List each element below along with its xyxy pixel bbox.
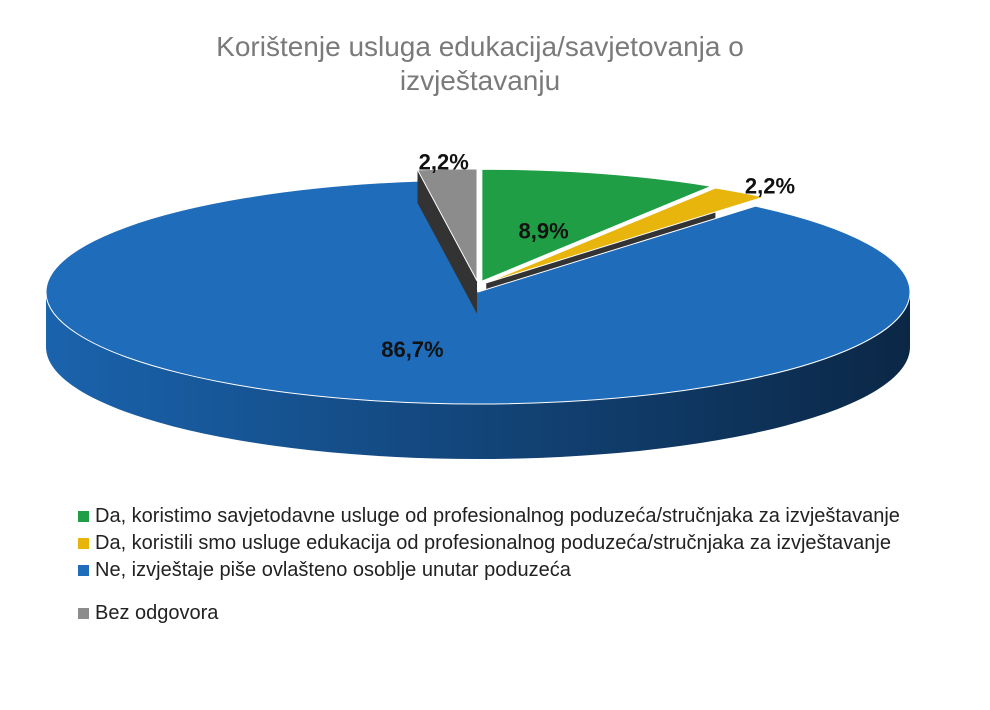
pie-area: 8,9% 2,2% 86,7% 2,2%: [45, 149, 911, 459]
slice: [45, 180, 911, 405]
slice: [416, 168, 478, 282]
data-label: 86,7%: [381, 337, 443, 362]
data-label: 8,9%: [518, 219, 568, 244]
legend-swatch: [78, 538, 89, 549]
slice: [481, 168, 713, 282]
legend-item: Ne, izvještaje piše ovlašteno osoblje un…: [78, 559, 958, 582]
legend-label: Bez odgovora: [95, 602, 219, 624]
legend-swatch: [78, 511, 89, 522]
legend-item: Da, koristimo savjetodavne usluge od pro…: [78, 505, 958, 528]
legend-swatch: [78, 565, 89, 576]
legend-label: Da, koristili smo usluge edukacija od pr…: [95, 532, 891, 554]
data-label: 2,2%: [419, 149, 469, 174]
legend-item: Bez odgovora: [78, 602, 958, 625]
legend-label: Ne, izvještaje piše ovlašteno osoblje un…: [95, 559, 571, 581]
chart-title: Korištenje usluga edukacija/savjetovanja…: [216, 31, 744, 96]
slice-edge: [417, 169, 478, 314]
legend-swatch: [78, 608, 89, 619]
slice-side: [46, 292, 910, 459]
legend-label: Da, koristimo savjetodavne usluge od pro…: [95, 505, 900, 527]
data-label: 2,2%: [745, 174, 795, 199]
legend: Da, koristimo savjetodavne usluge od pro…: [78, 505, 958, 629]
legend-item: Da, koristili smo usluge edukacija od pr…: [78, 532, 958, 555]
slice: [486, 187, 766, 284]
